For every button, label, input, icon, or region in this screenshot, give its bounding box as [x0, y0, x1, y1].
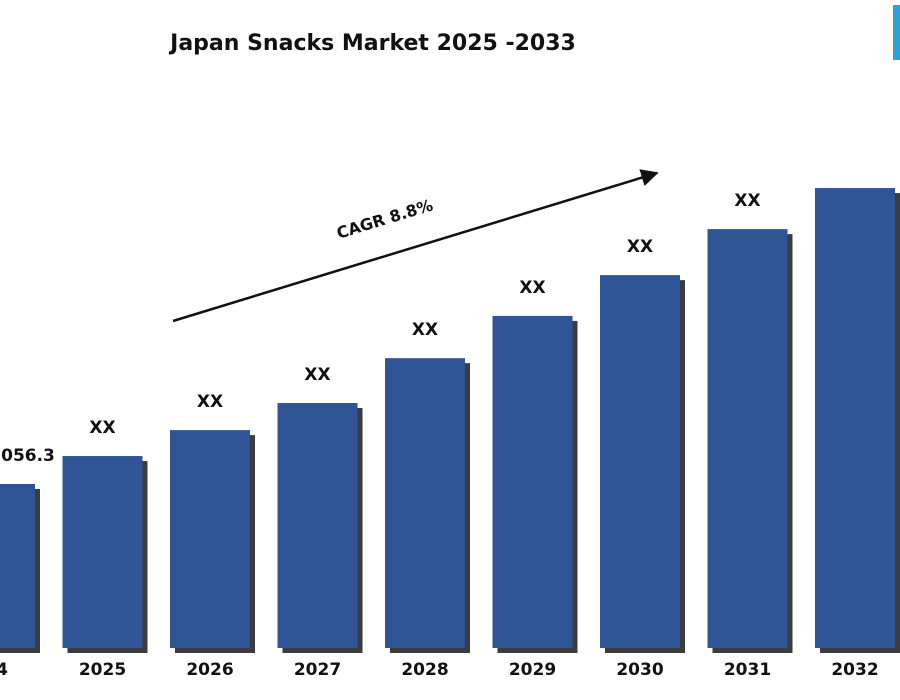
value-label: XX: [412, 320, 438, 340]
cagr-annotation: CAGR 8.8%: [334, 195, 435, 242]
value-label: XX: [734, 191, 760, 211]
x-tick-label: 2026: [186, 660, 233, 680]
x-tick-label: 2031: [724, 660, 771, 680]
bar: [385, 358, 465, 648]
x-tick-label: 4: [0, 660, 8, 680]
value-label: XX: [197, 392, 223, 412]
bar: [492, 315, 573, 648]
trend-arrow: [172, 169, 659, 323]
value-label: XX: [89, 418, 115, 438]
x-tick-label: 2029: [509, 660, 556, 680]
x-tick-label: 2028: [401, 660, 448, 680]
value-label: 056.3: [1, 446, 55, 466]
value-label: XX: [519, 278, 545, 298]
x-tick-label: 2027: [294, 660, 341, 680]
x-tick-label: 2032: [831, 660, 878, 680]
chart-title: Japan Snacks Market 2025 -2033: [168, 31, 576, 56]
bar: [277, 403, 358, 648]
x-tick-label: 2030: [616, 660, 663, 680]
bar: [707, 229, 788, 648]
bar: [0, 483, 35, 648]
logo-fragment: [893, 5, 900, 60]
bar: [815, 188, 895, 648]
bar: [62, 456, 143, 648]
x-tick-label: 2025: [79, 660, 126, 680]
value-label: XX: [304, 365, 330, 385]
bar: [170, 430, 250, 648]
value-label: XX: [627, 237, 653, 257]
bar: [600, 275, 680, 648]
